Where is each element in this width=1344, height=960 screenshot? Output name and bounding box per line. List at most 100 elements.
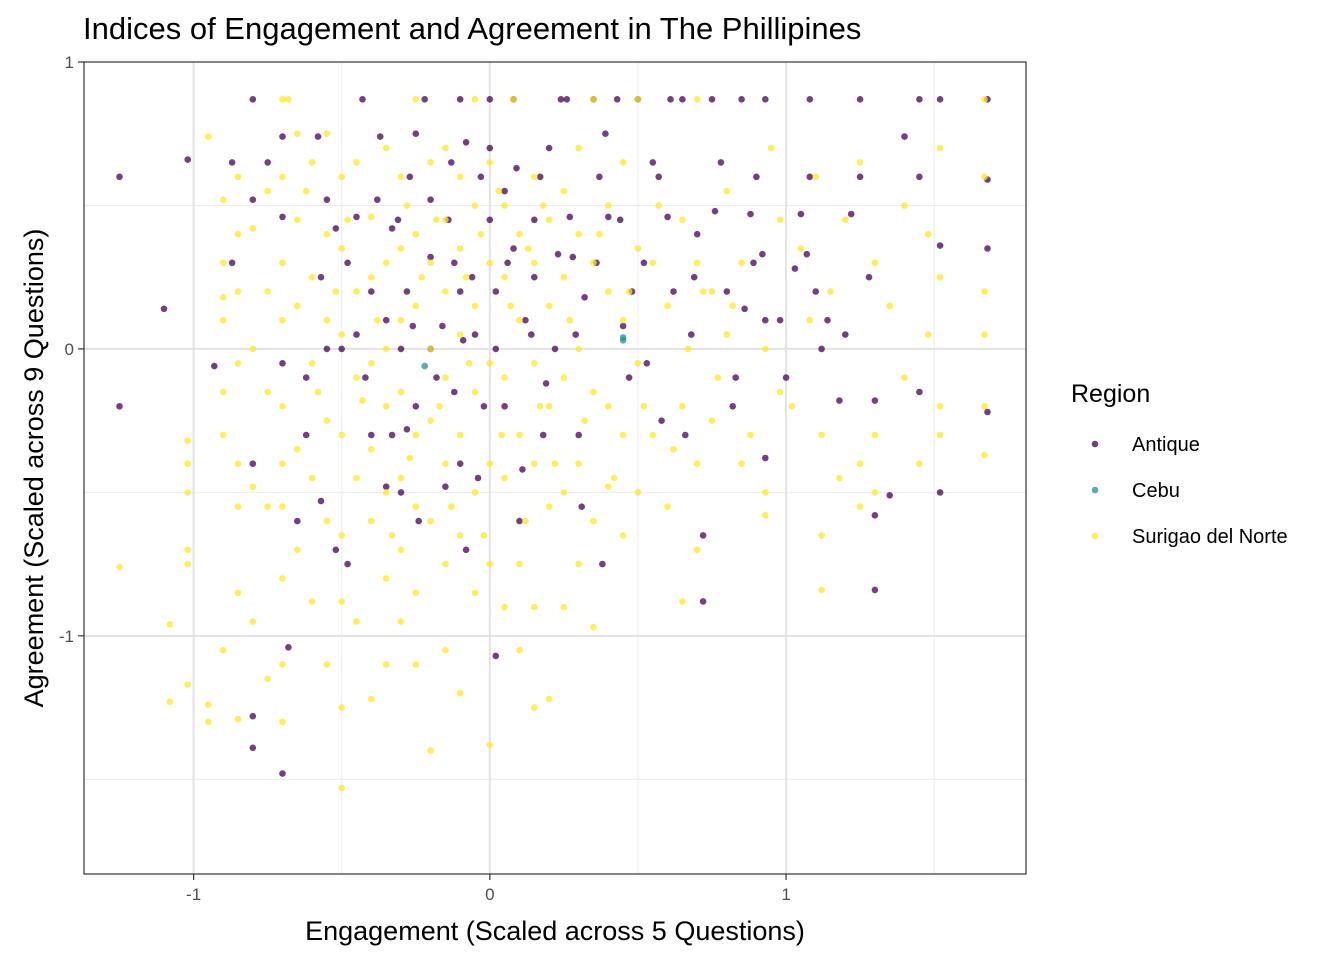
data-point	[279, 360, 286, 367]
data-point	[531, 259, 538, 267]
data-point	[338, 345, 346, 353]
data-point	[693, 96, 701, 103]
data-point	[302, 374, 310, 381]
data-point	[412, 96, 420, 103]
data-point	[412, 302, 420, 310]
data-point	[806, 96, 814, 103]
data-point	[279, 575, 286, 582]
data-point	[412, 589, 420, 597]
data-point	[729, 302, 736, 310]
data-point	[797, 245, 805, 252]
data-point	[285, 644, 292, 651]
data-point	[439, 322, 446, 330]
data-point	[406, 173, 414, 181]
data-point	[279, 661, 286, 668]
data-point	[492, 288, 500, 295]
data-point	[116, 173, 123, 181]
legend-label: Surigao del Norte	[1132, 526, 1288, 548]
data-point	[219, 646, 227, 654]
data-point	[699, 598, 707, 605]
data-point	[572, 331, 579, 338]
data-point	[294, 216, 301, 224]
data-point	[738, 460, 745, 468]
data-point	[249, 483, 257, 491]
data-point	[448, 159, 455, 166]
legend-label: Antique	[1132, 434, 1200, 456]
x-axis: -1 0 1	[186, 874, 791, 904]
data-point	[575, 144, 582, 152]
data-point	[184, 560, 191, 568]
data-point	[693, 259, 701, 267]
data-point	[116, 403, 123, 410]
data-point	[294, 302, 301, 310]
data-point	[397, 345, 405, 353]
data-point	[619, 431, 627, 439]
data-point	[456, 689, 464, 697]
data-point	[847, 210, 855, 218]
data-point	[184, 437, 191, 445]
data-point	[759, 250, 766, 258]
data-point	[427, 517, 434, 525]
data-point	[984, 408, 991, 416]
data-point	[762, 316, 769, 324]
data-point	[492, 652, 500, 660]
data-point	[338, 245, 346, 252]
data-point	[545, 216, 553, 224]
data-point	[486, 741, 494, 749]
data-point	[314, 133, 322, 140]
data-point	[649, 259, 657, 267]
data-point	[542, 380, 550, 387]
data-point	[323, 345, 331, 353]
data-point	[427, 747, 434, 754]
data-point	[619, 532, 627, 539]
data-point	[560, 374, 568, 381]
data-point	[382, 259, 390, 267]
data-point	[525, 245, 532, 252]
data-point	[359, 397, 366, 404]
data-point	[353, 288, 360, 295]
data-point	[421, 362, 429, 370]
data-point	[981, 288, 988, 295]
data-point	[219, 196, 227, 203]
data-point	[279, 259, 286, 267]
data-point	[412, 230, 420, 238]
data-point	[462, 273, 470, 281]
data-point	[308, 474, 316, 482]
data-point	[338, 331, 346, 338]
data-point	[456, 96, 464, 103]
data-point	[294, 517, 301, 525]
data-point	[531, 173, 538, 181]
data-point	[368, 517, 375, 525]
data-point	[397, 173, 405, 181]
data-point	[166, 621, 174, 628]
data-point	[249, 345, 257, 353]
data-point	[471, 96, 479, 103]
data-point	[480, 403, 488, 410]
data-point	[388, 225, 396, 232]
data-point	[397, 316, 405, 324]
data-point	[205, 718, 212, 726]
data-point	[471, 388, 479, 396]
data-point	[474, 474, 482, 482]
data-point	[314, 388, 322, 396]
data-point	[382, 144, 390, 152]
data-point	[317, 497, 325, 505]
data-point	[545, 302, 553, 310]
data-point	[551, 460, 559, 468]
data-point	[664, 302, 671, 310]
data-point	[554, 250, 562, 258]
data-point	[264, 288, 272, 295]
data-point	[738, 96, 745, 103]
data-point	[827, 288, 834, 295]
data-point	[984, 245, 991, 252]
legend-key	[1091, 486, 1099, 494]
data-point	[667, 96, 674, 103]
data-point	[184, 460, 191, 468]
data-point	[619, 159, 627, 166]
data-point	[513, 164, 520, 172]
data-point	[613, 96, 621, 103]
data-point	[219, 294, 227, 301]
data-point	[368, 446, 375, 453]
data-point	[279, 96, 286, 103]
